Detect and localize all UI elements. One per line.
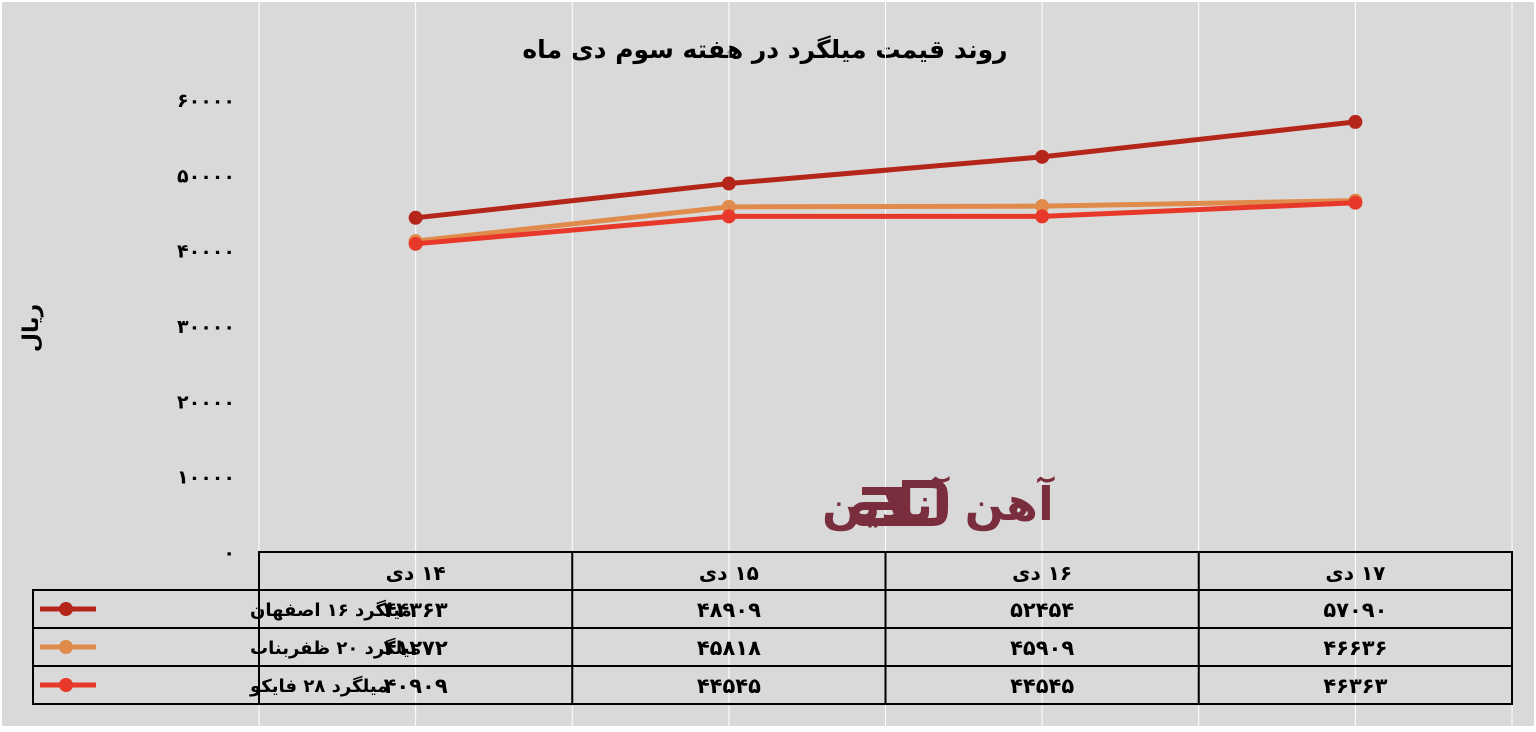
series-line [415, 119, 1356, 221]
y-tick-label: ۵۰۰۰۰ [177, 165, 235, 187]
table-cell-value: ۴۶۶۳۶ [1323, 636, 1387, 660]
x-category-label: ۱۴ دی [386, 561, 446, 585]
data-point [1035, 199, 1050, 214]
data-point [1035, 209, 1050, 224]
series-lines [408, 114, 1363, 251]
y-tick-label: ۶۰۰۰۰ [177, 90, 235, 112]
table-cell-value: ۴۰۹۰۹ [384, 674, 448, 698]
legend-marker [59, 640, 73, 654]
table-cell-value: ۴۸۹۰۹ [697, 598, 761, 622]
series-line [415, 198, 1356, 244]
x-category-label: ۱۵ دی [699, 561, 759, 585]
data-point [721, 209, 736, 224]
table-cell-value: ۴۴۵۴۵ [1010, 674, 1074, 698]
data-point [408, 236, 423, 251]
data-point [721, 176, 736, 191]
data-point [408, 210, 423, 225]
table-cell-value: ۵۷۰۹۰ [1323, 598, 1387, 622]
table-cell-value: ۴۴۳۶۳ [384, 598, 448, 622]
data-point [1035, 149, 1050, 164]
y-axis-label: ریال [19, 304, 44, 352]
data-point [1348, 114, 1363, 129]
table-cell-value: ۴۵۸۱۸ [697, 636, 761, 660]
x-category-label: ۱۷ دی [1325, 561, 1385, 585]
table-cell-value: ۴۱۲۷۲ [384, 636, 448, 660]
y-tick-label: ۱۰۰۰۰ [177, 467, 235, 489]
legend-series-name: میلگرد ۱۶ اصفهان [250, 599, 412, 621]
table-cell-value: ۴۶۳۶۳ [1323, 674, 1387, 698]
legend-marker [59, 678, 73, 692]
y-tick-label: ۲۰۰۰۰ [177, 391, 235, 413]
y-axis: ۰ ۱۰۰۰۰ ۲۰۰۰۰ ۳۰۰۰۰ ۴۰۰۰۰ ۵۰۰۰۰ ۶۰۰۰۰ [177, 90, 235, 564]
series-line [415, 200, 1356, 247]
table-cell-value: ۴۴۵۴۵ [697, 674, 761, 698]
legend-marker [59, 602, 73, 616]
table-cell-value: ۴۵۹۰۹ [1010, 636, 1074, 660]
data-table: ۱۴ دی ۱۵ دی ۱۶ دی ۱۷ دی میلگرد ۱۶ اصفهان۴۴۳۶… [32, 551, 1513, 705]
legend-series-name: میلگرد ۲۸ فایکو [249, 675, 388, 697]
y-tick-label: ۴۰۰۰۰ [177, 241, 235, 263]
watermark-d-glyph [902, 480, 949, 526]
watermark-a-glyph [851, 487, 902, 526]
watermark-logo: آهن آنلاین [822, 476, 1055, 531]
data-point [721, 199, 736, 214]
table-cell-value: ۵۲۴۵۴ [1010, 598, 1074, 622]
data-point [1348, 195, 1363, 210]
y-tick-label: ۰ [223, 542, 235, 564]
chart-title: روند قیمت میلگرد در هفته سوم دی ماه [522, 35, 1007, 65]
x-category-label: ۱۶ دی [1012, 561, 1072, 585]
legend-series-name: میلگرد ۲۰ ظفربناب [250, 637, 421, 659]
y-tick-label: ۳۰۰۰۰ [177, 316, 235, 338]
